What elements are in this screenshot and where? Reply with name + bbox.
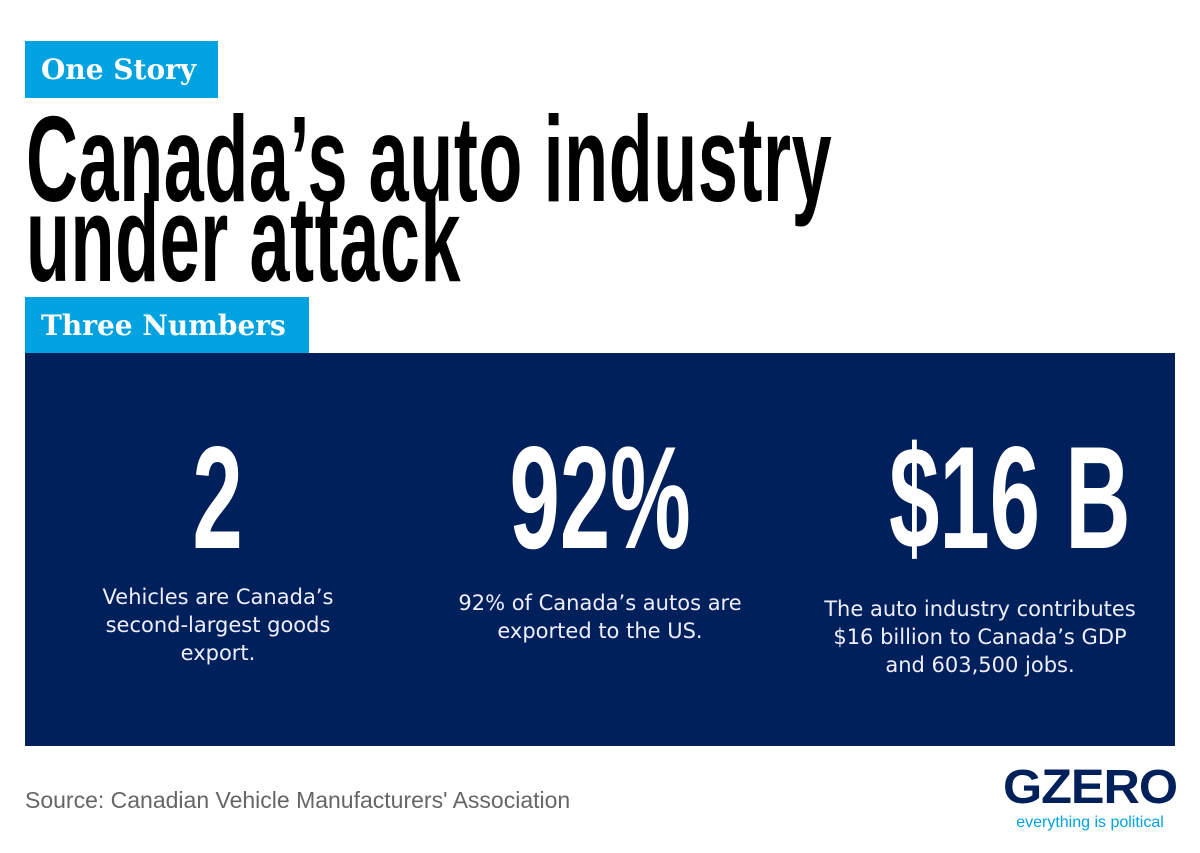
stat-value: $16 B <box>815 425 1145 571</box>
stats-panel: 2 Vehicles are Canada’s second-largest g… <box>25 353 1175 746</box>
section-tag: One Story <box>25 41 218 98</box>
stat-value-text: $16 B <box>889 416 1131 579</box>
numbers-tag-label: Three Numbers <box>41 308 286 342</box>
gzero-logo: GZERO everything is political <box>1003 764 1178 832</box>
stat-value: 92% <box>430 425 770 571</box>
stat-card: 92% 92% of Canada’s autos are exported t… <box>430 353 770 746</box>
page-title-line2: under attack <box>26 171 462 307</box>
logo-tagline: everything is political <box>1016 814 1164 831</box>
stat-card: $16 B The auto industry contributes $16 … <box>815 353 1145 746</box>
stat-value-text: 92% <box>509 416 691 579</box>
page-title-line1: Canada’s auto industry <box>26 91 833 227</box>
section-tag-label: One Story <box>41 53 197 86</box>
numbers-tag: Three Numbers <box>25 297 309 353</box>
stat-description: Vehicles are Canada’s second-largest goo… <box>102 585 334 665</box>
stat-value: 2 <box>85 425 351 571</box>
stat-value-text: 2 <box>192 416 244 579</box>
stat-description: 92% of Canada’s autos are exported to th… <box>458 591 742 643</box>
source-note: Source: Canadian Vehicle Manufacturers' … <box>25 787 571 813</box>
logo-wordmark: GZERO <box>1003 761 1178 814</box>
stat-card: 2 Vehicles are Canada’s second-largest g… <box>85 353 351 746</box>
stat-description: The auto industry contributes $16 billio… <box>824 597 1136 677</box>
